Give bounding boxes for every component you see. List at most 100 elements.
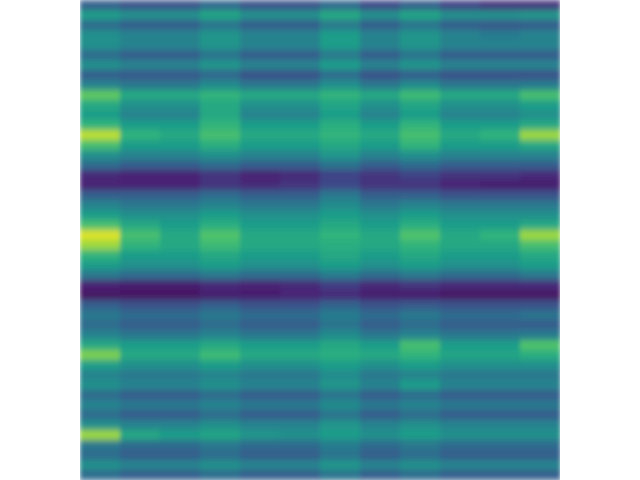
heatmap-cell <box>480 350 521 361</box>
heatmap-cell <box>360 180 401 191</box>
heatmap-cell <box>520 310 560 321</box>
heatmap-cell <box>80 220 121 231</box>
heatmap-cell <box>280 230 321 241</box>
heatmap-cell <box>160 130 201 141</box>
heatmap-cell <box>360 210 401 221</box>
heatmap-cell <box>320 350 361 361</box>
heatmap-cell <box>80 230 121 241</box>
heatmap-cell <box>440 450 481 461</box>
heatmap-cell <box>480 130 521 141</box>
heatmap-cell <box>480 110 521 121</box>
heatmap-cell <box>160 190 201 201</box>
heatmap-cell <box>120 110 161 121</box>
heatmap-cell <box>520 270 560 281</box>
heatmap-cell <box>280 60 321 71</box>
heatmap-cell <box>520 330 560 341</box>
heatmap-cell <box>120 440 161 451</box>
heatmap-cell <box>200 110 241 121</box>
heatmap-cell <box>440 20 481 31</box>
heatmap-cell <box>320 140 361 151</box>
heatmap-cell <box>320 160 361 171</box>
heatmap-cell <box>80 370 121 381</box>
heatmap-cell <box>320 370 361 381</box>
heatmap-cell <box>400 360 441 371</box>
heatmap-cell <box>120 120 161 131</box>
heatmap-cell <box>120 320 161 331</box>
heatmap-cell <box>240 340 281 351</box>
heatmap-cell <box>160 0 201 11</box>
heatmap-cell <box>320 250 361 261</box>
heatmap-cell <box>240 360 281 371</box>
heatmap-cell <box>120 310 161 321</box>
heatmap-cell <box>240 450 281 461</box>
heatmap-cell <box>320 440 361 451</box>
heatmap-cell <box>400 390 441 401</box>
heatmap-cell <box>480 450 521 461</box>
heatmap-cell <box>480 230 521 241</box>
heatmap-cell <box>80 240 121 251</box>
heatmap-cell <box>240 260 281 271</box>
heatmap-cell <box>520 280 560 291</box>
heatmap-cell <box>520 390 560 401</box>
heatmap-cell <box>520 60 560 71</box>
heatmap-cell <box>240 380 281 391</box>
heatmap-cell <box>360 170 401 181</box>
heatmap-cell <box>160 170 201 181</box>
heatmap-cell <box>160 410 201 421</box>
heatmap-cell <box>280 300 321 311</box>
heatmap-cell <box>160 70 201 81</box>
heatmap-cell <box>280 390 321 401</box>
heatmap-cell <box>280 290 321 301</box>
heatmap-cell <box>120 340 161 351</box>
heatmap-cell <box>520 380 560 391</box>
heatmap-cell <box>320 230 361 241</box>
heatmap-cell <box>480 460 521 471</box>
heatmap-cell <box>240 250 281 261</box>
heatmap-cell <box>240 460 281 471</box>
heatmap-cell <box>360 40 401 51</box>
heatmap-cell <box>400 10 441 21</box>
heatmap-cell <box>440 130 481 141</box>
heatmap-cell <box>200 40 241 51</box>
heatmap-cell <box>120 230 161 241</box>
heatmap-cell <box>520 340 560 351</box>
heatmap-cell <box>160 10 201 21</box>
heatmap-cell <box>160 440 201 451</box>
heatmap-cell <box>360 390 401 401</box>
heatmap-cell <box>440 270 481 281</box>
heatmap-cell <box>360 120 401 131</box>
heatmap-cell <box>320 380 361 391</box>
heatmap-cell <box>400 310 441 321</box>
heatmap-cell <box>400 430 441 441</box>
heatmap-cell <box>360 90 401 101</box>
heatmap-cell <box>160 370 201 381</box>
heatmap-cell <box>400 50 441 61</box>
heatmap-cell <box>200 360 241 371</box>
heatmap-cell <box>520 440 560 451</box>
heatmap-cell <box>200 180 241 191</box>
heatmap-cell <box>440 470 481 480</box>
heatmap-cell <box>480 400 521 411</box>
heatmap-cell <box>520 260 560 271</box>
heatmap-cell <box>440 60 481 71</box>
heatmap-cell <box>240 240 281 251</box>
heatmap-cell <box>120 220 161 231</box>
heatmap-cell <box>440 40 481 51</box>
heatmap-cell <box>120 280 161 291</box>
heatmap-cell <box>440 30 481 41</box>
heatmap-cell <box>520 450 560 461</box>
heatmap-cell <box>120 180 161 191</box>
heatmap-cell <box>480 70 521 81</box>
heatmap-cell <box>520 20 560 31</box>
heatmap-cell <box>320 130 361 141</box>
heatmap-cell <box>400 70 441 81</box>
heatmap-cell <box>320 470 361 480</box>
heatmap-cell <box>520 110 560 121</box>
heatmap-cell <box>240 320 281 331</box>
heatmap-cell <box>240 280 281 291</box>
heatmap-cell <box>80 290 121 301</box>
heatmap-cell <box>520 140 560 151</box>
heatmap-cell <box>240 290 281 301</box>
heatmap-cell <box>280 120 321 131</box>
heatmap-cell <box>360 250 401 261</box>
